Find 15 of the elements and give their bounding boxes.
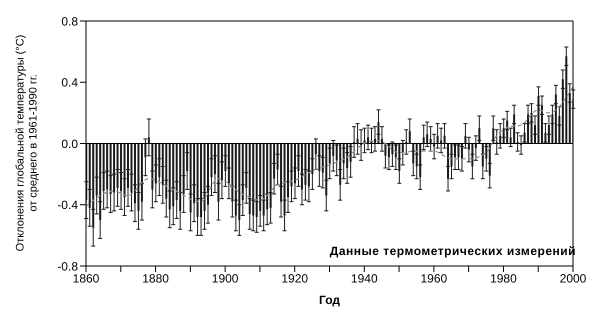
y-tick-label: 0.4	[61, 76, 78, 90]
y-axis-title: Отклонения глобальной температуры (°С) от среднего в 1961-1990 гг.	[14, 34, 40, 252]
x-tick-label: 1980	[490, 272, 518, 286]
x-tick-label: 1920	[281, 272, 308, 286]
y-tick-label: -0.8	[57, 259, 78, 274]
x-axis-title: Год	[319, 293, 340, 307]
x-tick-label: 1860	[72, 272, 100, 286]
x-tick-label: 2000	[560, 272, 587, 286]
y-tick-label: 0.8	[61, 14, 78, 28]
y-tick-label: 0.0	[61, 136, 78, 151]
x-tick-label: 1940	[350, 272, 378, 286]
x-tick-label: 1880	[142, 272, 170, 286]
x-tick-label: 1960	[420, 272, 448, 286]
x-tick-label: 1900	[212, 272, 239, 286]
y-tick-label: -0.4	[57, 198, 78, 212]
